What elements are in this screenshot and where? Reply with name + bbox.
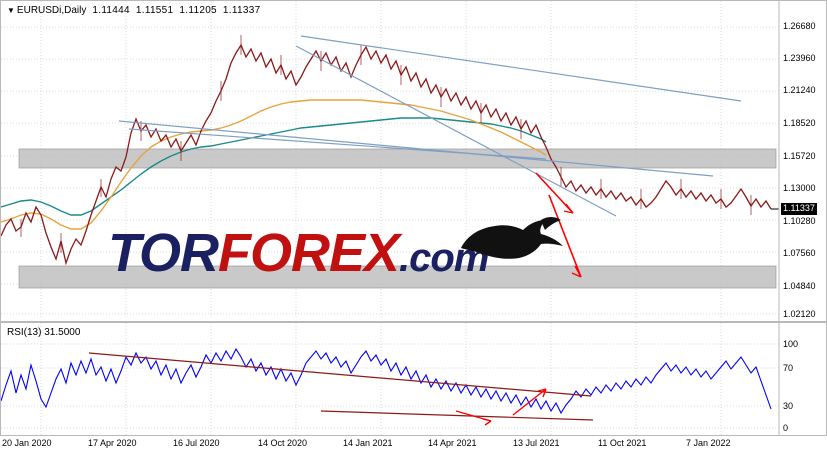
quote-high: 1.11551	[135, 5, 174, 16]
rsi-label: RSI(13) 31.5000	[7, 327, 81, 338]
chevron-down-icon[interactable]: ▼	[7, 6, 15, 15]
price-axis-label-7: 1.07560	[783, 248, 816, 258]
lower-demand-zone	[18, 265, 777, 289]
trendline-lower	[118, 120, 714, 177]
price-axis-label-9: 1.02120	[783, 309, 816, 319]
price-axis-label-4: 1.15720	[783, 151, 816, 161]
price-chart-panel[interactable]: ▼ EURUSDi,Daily 1.11444 1.11551 1.11205 1.113…	[0, 0, 827, 322]
rsi-axis-label-3: 0	[783, 423, 789, 433]
time-label-5: 14 Apr 2021	[428, 438, 477, 448]
rsi-indicator-panel[interactable]: RSI(13) 31.5000 100 70 30 0	[0, 322, 827, 436]
rsi-axis-label-0: 100	[783, 339, 799, 349]
trendline-upper	[300, 35, 742, 102]
time-label-0: 20 Jan 2020	[2, 438, 52, 448]
price-axis-label-2: 1.21240	[783, 85, 816, 95]
trendline-channel	[128, 128, 547, 160]
time-label-8: 7 Jan 2022	[686, 438, 731, 448]
time-label-6: 13 Jul 2021	[513, 438, 560, 448]
rsi-arrow-group	[455, 388, 547, 426]
time-label-3: 14 Oct 2020	[258, 438, 308, 448]
trendline-mid	[295, 45, 617, 217]
rsi-plot	[1, 323, 780, 435]
price-axis-label-1: 1.23960	[783, 53, 816, 63]
upper-supply-zone	[18, 148, 777, 169]
quote-close: 1.11337	[222, 5, 261, 16]
price-axis-label-8: 1.04840	[783, 281, 816, 291]
bearish-arrow-group	[535, 172, 582, 278]
rsi-trendline-lower	[320, 410, 594, 421]
quote-open: 1.11444	[92, 5, 130, 16]
price-axis-label-5: 1.13000	[783, 183, 816, 193]
price-plot	[1, 1, 780, 321]
time-axis: 20 Jan 2020 17 Apr 2020 16 Jul 2020 14 O…	[0, 436, 827, 455]
rsi-series-line	[1, 347, 772, 415]
time-label-7: 11 Oct 2021	[598, 438, 647, 448]
time-label-4: 14 Jan 2021	[343, 438, 393, 448]
time-label-2: 16 Jul 2020	[173, 438, 220, 448]
symbol-title: EURUSDi,Daily	[16, 5, 87, 16]
rsi-axis-label-2: 30	[783, 401, 794, 411]
rsi-trendline-upper	[88, 352, 592, 397]
symbol-quote-label: ▼ EURUSDi,Daily 1.11444 1.11551 1.11205 1.113…	[7, 5, 260, 16]
price-axis-label-6: 1.10280	[783, 216, 816, 226]
price-series-line	[1, 43, 772, 266]
current-price-tag: 1.11337	[781, 203, 817, 215]
time-label-1: 17 Apr 2020	[88, 438, 137, 448]
quote-low: 1.11205	[179, 5, 217, 16]
candle-wicks	[20, 35, 752, 253]
price-axis-label-3: 1.18520	[783, 118, 816, 128]
ma-orange-line	[1, 99, 547, 230]
rsi-axis-label-1: 70	[783, 363, 794, 373]
price-axis-label-0: 1.26680	[783, 21, 816, 31]
